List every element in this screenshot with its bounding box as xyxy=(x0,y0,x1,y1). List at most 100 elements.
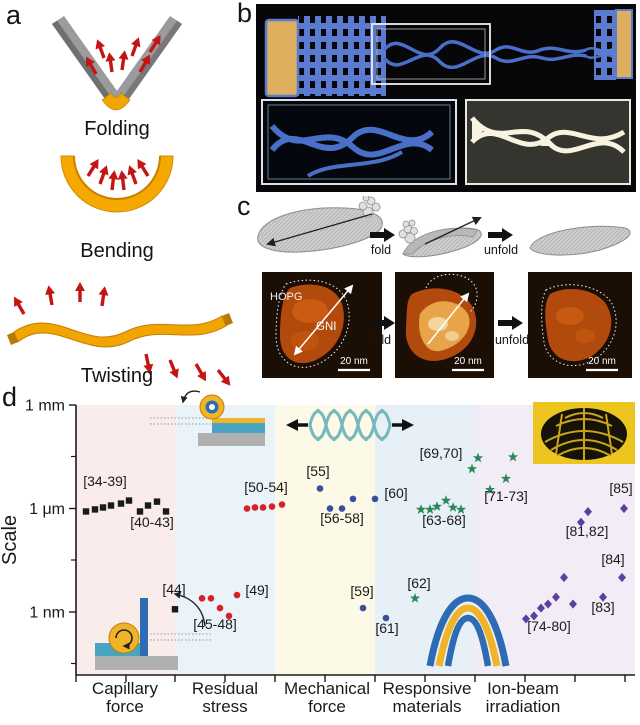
panel-b-letter: b xyxy=(237,0,253,28)
data-point xyxy=(349,495,357,503)
chart-icons xyxy=(95,390,635,670)
ref-label: [56-58] xyxy=(320,510,364,526)
panel-c-fold-unfold: fold unfold HOPG GNI xyxy=(257,196,632,378)
y-tick-label: 1 mm xyxy=(25,398,65,415)
unfold-arrow-bottom: unfold xyxy=(495,316,529,347)
bending-schematic: Bending xyxy=(60,155,174,262)
data-point xyxy=(552,592,560,602)
data-point xyxy=(618,572,626,583)
ref-label: [62] xyxy=(407,575,430,591)
panel-a-schematics: Folding Bending xyxy=(7,16,235,389)
tip-cluster xyxy=(398,219,418,244)
long-axis-arrow xyxy=(293,284,354,356)
folding-label: Folding xyxy=(84,118,150,140)
data-point xyxy=(259,504,267,511)
ref-label: [50-54] xyxy=(244,479,288,495)
data-point xyxy=(447,502,459,512)
ref-label: [40-43] xyxy=(130,514,174,530)
model-unfolded-sheet xyxy=(529,225,631,256)
zoom-region-outline xyxy=(371,23,491,85)
data-point xyxy=(440,495,452,505)
data-point xyxy=(371,495,379,503)
data-point xyxy=(560,572,568,583)
data-point xyxy=(82,508,90,515)
scale-bar-label: 20 nm xyxy=(454,356,482,367)
data-point xyxy=(599,592,607,602)
fold-arrow-top: fold xyxy=(370,228,395,257)
twisting-label: Twisting xyxy=(81,365,153,387)
data-point xyxy=(409,592,421,603)
left-gold-electrode xyxy=(264,18,300,98)
y-tick-label: 1 μm xyxy=(29,501,65,518)
folding-schematic: Folding xyxy=(52,16,182,140)
data-point xyxy=(484,484,496,495)
ref-label: [74-80] xyxy=(527,618,571,634)
data-point xyxy=(125,497,133,504)
data-point xyxy=(326,505,334,512)
data-point xyxy=(382,614,390,622)
category-band xyxy=(175,405,275,675)
unfold-label-top: unfold xyxy=(484,243,518,257)
fold-arrow-bottom: fold xyxy=(370,316,395,347)
ref-label: [34-39] xyxy=(83,473,127,489)
data-point xyxy=(455,504,467,514)
data-point xyxy=(99,504,107,511)
data-point xyxy=(144,502,152,509)
bilayer-arch-icon xyxy=(426,594,510,667)
folded-mesh-right xyxy=(594,10,616,80)
data-point xyxy=(500,473,512,484)
data-point xyxy=(278,501,286,508)
y-tick-label: 1 nm xyxy=(29,605,65,622)
data-point xyxy=(162,508,170,515)
data-point xyxy=(233,591,241,599)
capillary-fold-icon xyxy=(95,591,212,670)
data-point xyxy=(107,502,115,509)
panel-a-letter: a xyxy=(6,0,22,30)
unfold-arrow-top: unfold xyxy=(484,228,518,257)
data-point xyxy=(251,504,259,511)
scale-bar-label: 20 nm xyxy=(588,356,616,367)
bending-label: Bending xyxy=(80,240,153,262)
data-point xyxy=(338,505,346,512)
data-point xyxy=(507,451,519,462)
ref-label: [85] xyxy=(609,480,632,496)
data-point xyxy=(620,503,628,514)
chart-marks: 1 mm 1 μm 1 nm Scale Capillary force Residual s… xyxy=(0,398,635,716)
fold-label-top: fold xyxy=(371,243,391,257)
ref-label: [83] xyxy=(591,599,614,615)
data-point xyxy=(316,485,324,492)
panel-b-micrograph xyxy=(256,4,636,192)
ref-label: [60] xyxy=(384,485,407,501)
panel-c-letter: c xyxy=(237,191,251,221)
ref-label: [63-68] xyxy=(422,512,466,528)
category-label: Mechanical force xyxy=(284,679,370,716)
hopg-label: HOPG xyxy=(270,291,302,303)
inset-fluorescence xyxy=(261,99,457,185)
stm-image-unfolded: 20 nm xyxy=(528,272,632,378)
data-point xyxy=(243,505,251,512)
data-point xyxy=(153,498,161,505)
roll-up-film-icon xyxy=(150,390,265,446)
ref-label: [69,70] xyxy=(420,445,463,461)
flake-outline-dotted xyxy=(275,279,350,368)
bending-arrows xyxy=(83,156,153,191)
data-point xyxy=(415,504,427,514)
category-label: Responsive materials xyxy=(383,679,472,716)
category-band xyxy=(275,405,375,675)
data-point xyxy=(198,594,206,602)
ref-label: [44] xyxy=(162,581,185,597)
stm-image-initial: HOPG GNI 20 nm xyxy=(262,272,382,378)
ref-label: [59] xyxy=(350,583,373,599)
ion-beam-dome-icon xyxy=(533,402,635,464)
ref-label: [49] xyxy=(245,582,268,598)
data-point xyxy=(472,452,484,463)
model-folded-sheet xyxy=(398,216,482,258)
model-flat-sheet xyxy=(257,196,383,253)
data-point xyxy=(268,503,276,510)
bending-gold-arc xyxy=(60,155,174,213)
data-point xyxy=(136,508,144,515)
data-point xyxy=(207,594,215,602)
data-point xyxy=(530,611,538,621)
data-point xyxy=(359,604,367,612)
panel-d-letter: d xyxy=(2,382,18,412)
